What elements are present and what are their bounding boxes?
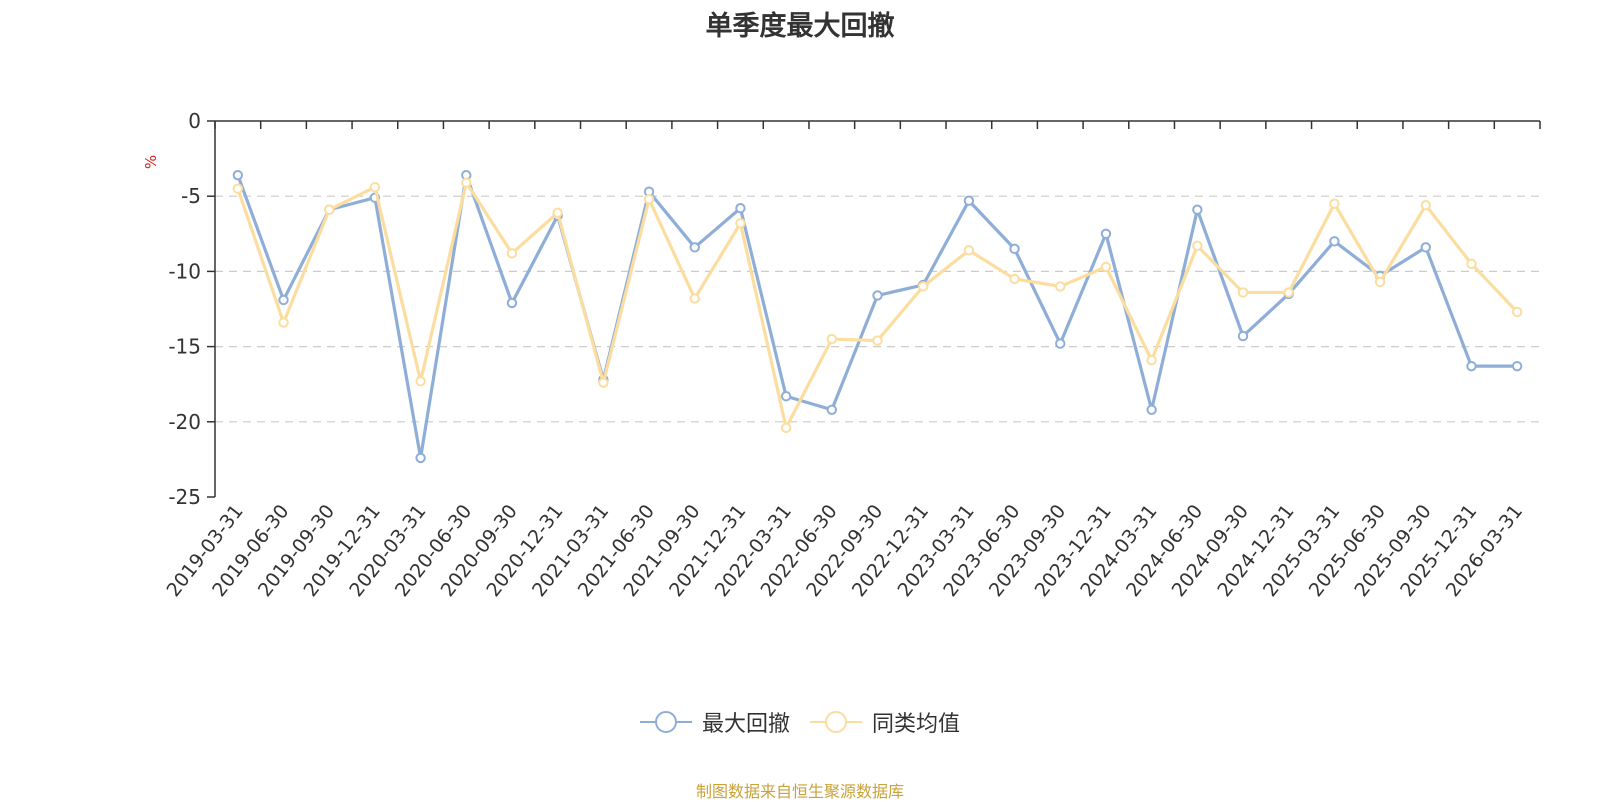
data-point <box>324 204 335 215</box>
data-point <box>689 293 700 304</box>
data-point <box>461 177 472 188</box>
y-tick-label: -25 <box>168 485 201 509</box>
data-point <box>735 218 746 229</box>
data-point <box>1055 281 1066 292</box>
axes <box>207 120 1541 498</box>
data-point <box>1511 360 1523 372</box>
data-point <box>278 294 289 306</box>
data-point <box>1055 338 1066 349</box>
data-point <box>1146 404 1157 415</box>
y-tick-label: -15 <box>168 335 201 359</box>
tick-labels: 0-5-10-15-20-252019-03-312019-06-302019-… <box>162 109 1527 601</box>
data-point <box>369 181 381 193</box>
data-point <box>1329 236 1340 247</box>
y-tick-label: -20 <box>168 410 201 434</box>
data-point <box>1511 306 1523 318</box>
data-point <box>1100 228 1112 240</box>
data-point <box>872 290 883 301</box>
data-point <box>1192 204 1203 215</box>
legend-item-peer-average[interactable]: 同类均值 <box>810 706 960 738</box>
data-point <box>506 297 518 309</box>
series-line <box>236 173 1518 460</box>
data-point <box>415 452 426 464</box>
data-point <box>1329 198 1340 209</box>
data-point <box>872 335 883 346</box>
peer-average-legend-icon <box>810 711 862 733</box>
y-axis-unit: % <box>142 155 160 169</box>
y-tick-label: -5 <box>181 184 201 208</box>
data-point <box>826 333 838 345</box>
max-drawdown-legend-icon <box>639 711 692 733</box>
data-point <box>1237 287 1249 298</box>
data-point <box>780 391 792 402</box>
series-line <box>236 181 1519 430</box>
legend: 最大回撤 同类均值 <box>0 706 1600 738</box>
data-point <box>963 245 975 256</box>
data-point <box>1420 242 1431 253</box>
source-note: 制图数据来自恒生聚源数据库 <box>695 782 904 801</box>
data-point <box>963 195 975 206</box>
legend-item-max-drawdown[interactable]: 最大回撤 <box>639 706 790 738</box>
data-point <box>917 281 929 292</box>
data-point <box>735 203 746 214</box>
data-point <box>278 317 289 328</box>
data-point <box>232 183 244 194</box>
y-tick-label: 0 <box>188 109 201 133</box>
chart-title: 单季度最大回撤 <box>705 11 895 42</box>
legend-label-peer-average: 同类均值 <box>872 712 961 737</box>
data-point <box>1374 276 1386 288</box>
data-point <box>1146 354 1157 366</box>
data-point <box>1192 240 1203 252</box>
data-point <box>506 248 518 259</box>
data-point <box>689 242 700 253</box>
data-point <box>415 375 426 387</box>
y-tick-label: -10 <box>168 259 201 283</box>
data-point <box>780 422 792 434</box>
data-point <box>1420 200 1431 211</box>
data-point <box>1466 360 1477 372</box>
data-point <box>552 207 563 218</box>
data-point <box>232 169 244 181</box>
data-point <box>598 377 609 388</box>
data-point <box>1009 273 1020 285</box>
series <box>232 169 1523 464</box>
data-point <box>1466 258 1477 270</box>
data-point <box>1009 243 1020 255</box>
data-point <box>826 404 838 415</box>
data-point <box>1283 287 1294 298</box>
data-point <box>1237 330 1249 342</box>
data-point <box>643 194 655 205</box>
series-1 <box>232 177 1523 434</box>
gridlines <box>215 195 1540 423</box>
legend-label-max-drawdown: 最大回撤 <box>701 712 790 737</box>
data-point <box>1100 261 1112 273</box>
